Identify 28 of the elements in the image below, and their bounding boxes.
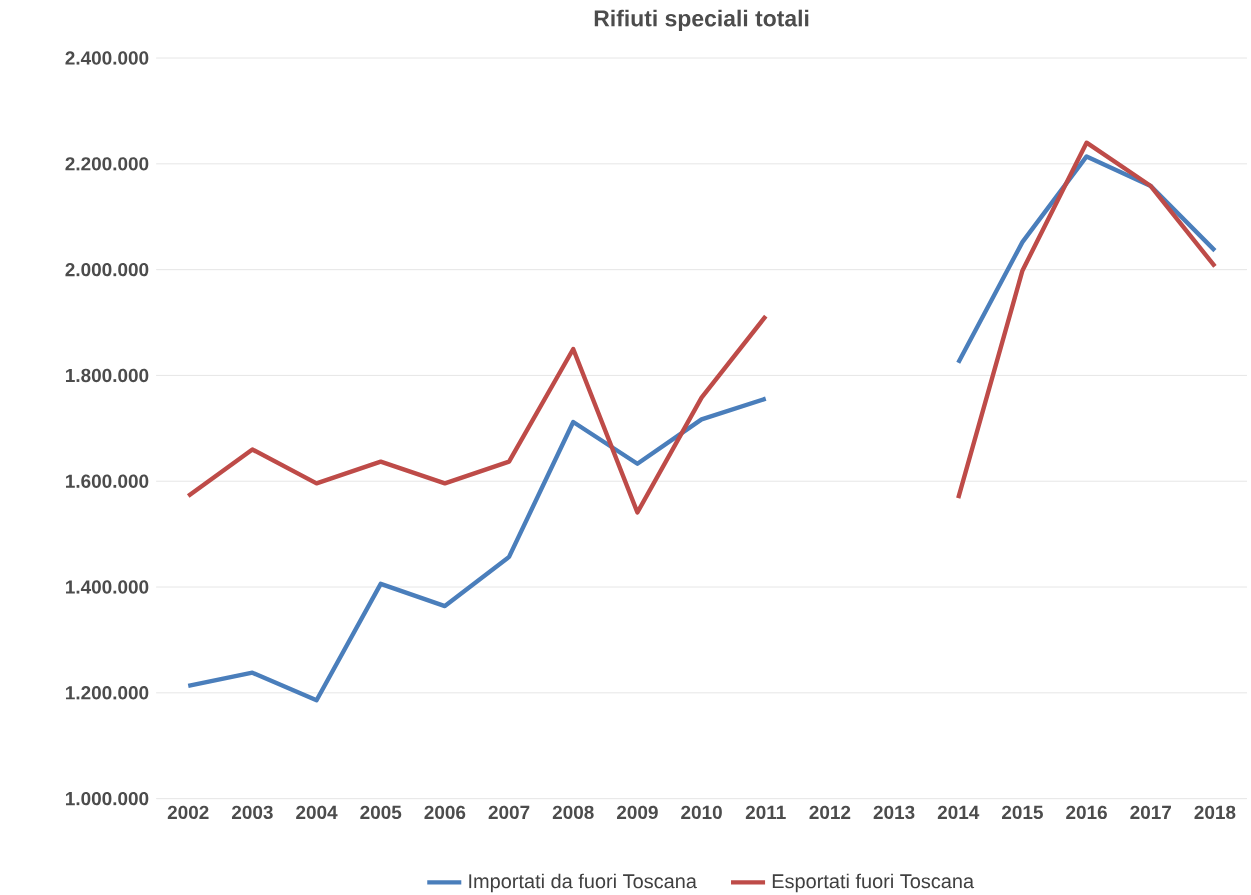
y-tick-label: 2.200.000 — [65, 157, 149, 171]
x-tick-label: 2006 — [424, 805, 466, 820]
x-tick-label: 2013 — [873, 805, 915, 820]
x-tick-label: 2008 — [552, 805, 594, 820]
x-tick-label: 2005 — [360, 805, 402, 820]
y-tick-label: 1.200.000 — [66, 686, 149, 700]
x-tick-label: 2011 — [745, 805, 786, 820]
legend-label: Esportati fuori Toscana — [772, 873, 975, 893]
y-tick-label: 1.800.000 — [66, 368, 149, 383]
x-tick-label: 2010 — [681, 805, 722, 820]
y-tick-label: 2.400.000 — [65, 51, 149, 65]
y-tick-label: 2.000.000 — [65, 263, 149, 277]
chart-title: Rifiuti speciali totali — [594, 9, 809, 32]
x-tick-label: 2016 — [1066, 805, 1107, 820]
x-tick-label: 2017 — [1130, 805, 1171, 820]
y-tick-label: 1.400.000 — [66, 580, 149, 594]
x-tick-label: 2003 — [231, 805, 273, 820]
x-tick-label: 2007 — [488, 805, 530, 820]
x-tick-label: 2015 — [1001, 805, 1043, 820]
y-tick-label: 1.600.000 — [66, 474, 149, 489]
y-tick-label: 1.000.000 — [66, 792, 149, 806]
x-tick-label: 2002 — [167, 805, 209, 820]
legend-label: Importati da fuori Toscana — [469, 873, 697, 893]
x-tick-label: 2018 — [1194, 805, 1236, 820]
x-tick-label: 2009 — [616, 805, 658, 820]
x-tick-label: 2004 — [296, 805, 338, 820]
x-tick-label: 2012 — [809, 805, 851, 820]
x-tick-label: 2014 — [937, 805, 980, 820]
